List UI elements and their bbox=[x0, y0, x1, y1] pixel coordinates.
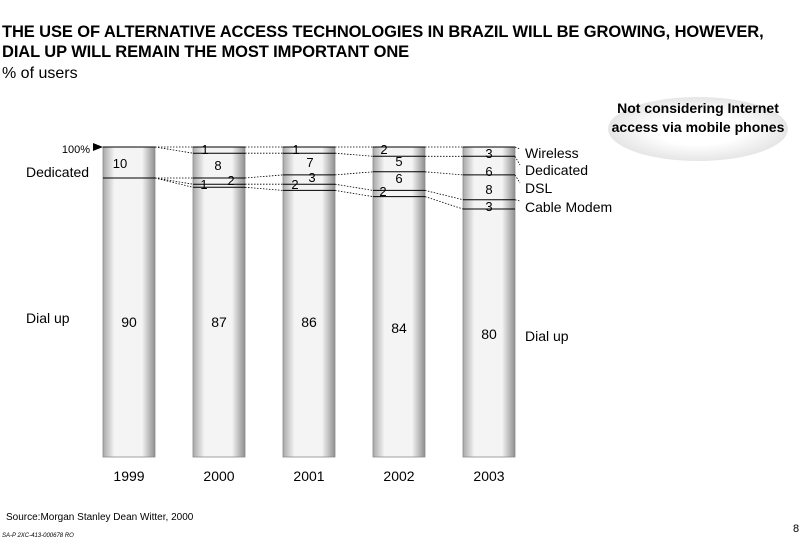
legend-label-dial-up: Dial up bbox=[525, 328, 569, 344]
bar-1999 bbox=[102, 146, 156, 458]
bar-2002 bbox=[372, 146, 426, 458]
y-axis-arrow bbox=[93, 143, 103, 151]
x-tick-label: 2001 bbox=[293, 468, 324, 484]
connector-line bbox=[154, 146, 194, 154]
page-number: 8 bbox=[793, 523, 800, 535]
legend-connector bbox=[514, 199, 521, 202]
connector-line bbox=[334, 152, 374, 157]
connector-line bbox=[154, 177, 194, 188]
legend-label-dsl: DSL bbox=[525, 180, 552, 196]
data-label-dedicated: 10 bbox=[113, 156, 127, 171]
connector-line bbox=[424, 171, 464, 176]
legend-connector bbox=[514, 174, 521, 184]
data-label-dsl: 2 bbox=[227, 173, 234, 188]
legend-label-wireless: Wireless bbox=[525, 145, 579, 161]
mobile-note: Not considering Internet access via mobi… bbox=[608, 97, 788, 161]
connector-line bbox=[154, 177, 194, 185]
connector-line bbox=[244, 174, 284, 179]
data-label-cable: 2 bbox=[291, 177, 298, 192]
data-label-dedicated: 6 bbox=[485, 164, 492, 179]
data-label-wireless: 1 bbox=[292, 142, 299, 157]
y-axis-label: 100% bbox=[62, 144, 90, 156]
page-subtitle: % of users bbox=[2, 65, 78, 82]
page-title: THE USE OF ALTERNATIVE ACCESS TECHNOLOGI… bbox=[2, 23, 764, 61]
data-label-cable: 3 bbox=[485, 199, 492, 214]
footer-code: SA-P 2XC-413-000678 RO bbox=[2, 533, 74, 539]
data-label-dialup: 86 bbox=[301, 314, 317, 330]
data-label-dialup: 80 bbox=[481, 326, 497, 342]
legend-label-dedicated: Dedicated bbox=[525, 162, 588, 178]
bar-2000 bbox=[192, 146, 246, 458]
data-label-dedicated: 8 bbox=[214, 158, 221, 173]
data-label-dedicated: 5 bbox=[395, 154, 402, 169]
connector-line bbox=[244, 186, 284, 191]
data-label-dsl: 8 bbox=[485, 182, 492, 197]
data-label-cable: 2 bbox=[379, 184, 386, 199]
data-label-dialup: 90 bbox=[121, 314, 137, 330]
x-tick-label: 2002 bbox=[383, 468, 414, 484]
row-label-dedicated: Dedicated bbox=[26, 164, 89, 180]
data-label-wireless: 1 bbox=[201, 142, 208, 157]
bar-2001 bbox=[282, 146, 336, 458]
data-label-dsl: 6 bbox=[395, 171, 402, 186]
data-label-cable: 1 bbox=[200, 177, 207, 192]
data-label-dialup: 84 bbox=[391, 320, 407, 336]
legend-connector bbox=[514, 156, 521, 166]
connector-line bbox=[424, 196, 464, 210]
x-tick-label: 2000 bbox=[203, 468, 234, 484]
data-label-dsl: 3 bbox=[308, 170, 315, 185]
x-tick-label: 1999 bbox=[113, 468, 144, 484]
connector-line bbox=[334, 183, 374, 191]
legend-label-cable-modem: Cable Modem bbox=[525, 199, 612, 215]
legend-connector bbox=[514, 146, 521, 150]
connector-line bbox=[424, 190, 464, 201]
data-label-dedicated: 7 bbox=[306, 155, 313, 170]
connector-line bbox=[334, 190, 374, 197]
bar-2003 bbox=[462, 146, 516, 458]
connector-line bbox=[334, 171, 374, 176]
source-note: Source:Morgan Stanley Dean Witter, 2000 bbox=[6, 512, 194, 523]
data-label-dialup: 87 bbox=[211, 314, 227, 330]
data-label-wireless: 3 bbox=[485, 146, 492, 161]
data-label-wireless: 2 bbox=[380, 142, 387, 157]
x-tick-label: 2003 bbox=[473, 468, 504, 484]
row-label-dialup: Dial up bbox=[26, 310, 70, 326]
